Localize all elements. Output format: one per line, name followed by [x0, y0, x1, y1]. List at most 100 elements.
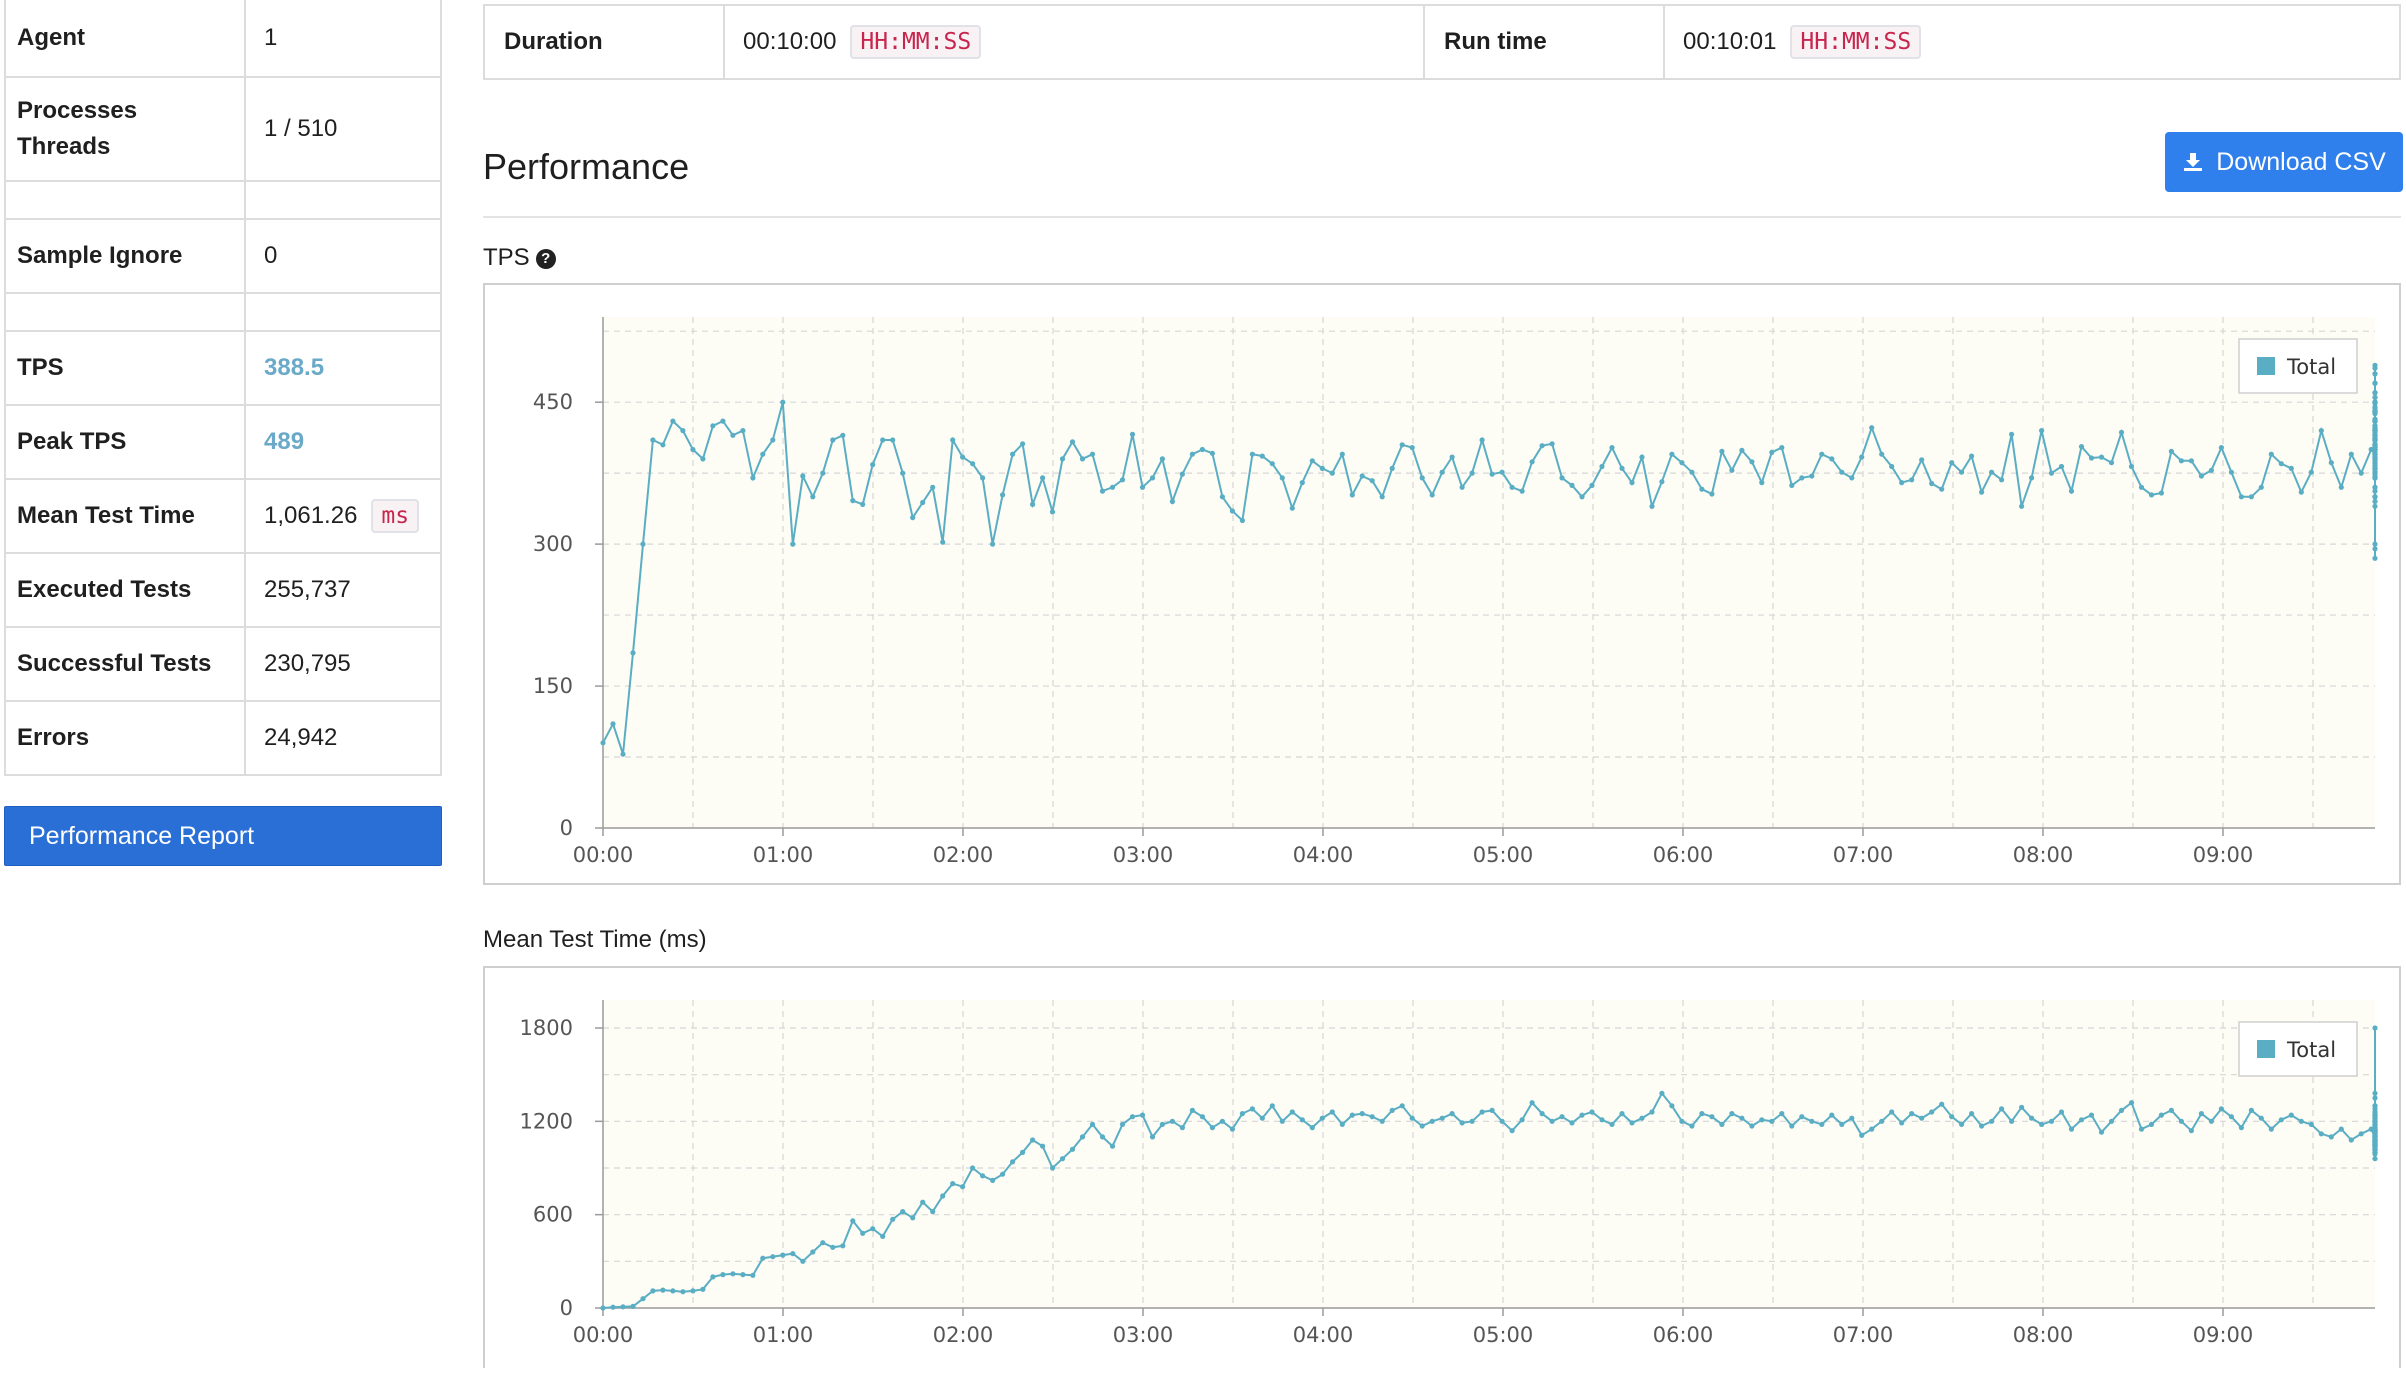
mtt-data-point — [890, 1216, 896, 1222]
tps-data-point — [2158, 490, 2164, 496]
tps-data-point — [880, 437, 886, 443]
tps-data-point — [1399, 442, 1405, 448]
mtt-data-point — [1929, 1109, 1935, 1115]
tps-data-point — [2372, 555, 2378, 561]
mtt-data-point — [1539, 1111, 1545, 1117]
duration-label: Duration — [485, 6, 725, 78]
tps-legend[interactable]: Total — [2238, 338, 2358, 394]
tps-data-point — [1269, 461, 1275, 467]
tps-data-point — [2078, 444, 2085, 450]
mtt-data-point — [1859, 1132, 1865, 1138]
mtt-data-point — [1579, 1112, 1585, 1118]
tps-data-point — [720, 418, 726, 424]
stats-row-mean-test-time: Mean Test Time 1,061.26 ms — [6, 480, 440, 554]
mtt-data-point — [1429, 1118, 1435, 1124]
mtt-data-point — [920, 1199, 926, 1205]
tps-data-point — [1879, 451, 1885, 457]
tps-chart: 0 150 300 450 00:00 01:00 02:00 03:00 04:00 05:00… — [483, 283, 2401, 885]
mtt-data-point — [1649, 1109, 1655, 1115]
tps-data-point — [1059, 456, 1066, 462]
tps-data-point — [1459, 484, 1465, 490]
mtt-data-point — [2338, 1126, 2344, 1132]
mtt-data-point — [1889, 1109, 1895, 1115]
mtt-data-point — [1559, 1114, 1565, 1120]
tps-data-point — [1279, 475, 1285, 481]
mtt-data-point — [1779, 1111, 1785, 1117]
tps-data-point — [1139, 484, 1146, 490]
mtt-data-point — [2198, 1111, 2204, 1117]
mtt-data-point — [1349, 1112, 1355, 1118]
tps-data-point — [2308, 469, 2314, 475]
tps-data-point — [2372, 394, 2378, 400]
mtt-data-point — [730, 1271, 736, 1277]
mtt-data-point — [960, 1184, 966, 1190]
tps-data-point — [760, 451, 766, 457]
tps-data-point — [790, 541, 796, 547]
stats-label: Processes Threads — [6, 78, 246, 180]
mtt-data-point — [2118, 1107, 2125, 1113]
stats-value-text: 230,795 — [264, 650, 351, 677]
stats-label: Peak TPS — [6, 406, 246, 478]
mtt-data-point — [2009, 1118, 2015, 1124]
stats-label — [6, 182, 246, 218]
tps-data-point — [670, 418, 676, 424]
mtt-legend-swatch — [2257, 1040, 2275, 1058]
mtt-data-point — [2318, 1131, 2324, 1137]
tps-x-tick-label: 06:00 — [1653, 843, 1714, 867]
tps-data-point — [2068, 488, 2075, 494]
mtt-y-tick-label: 600 — [533, 1203, 573, 1227]
tps-data-point — [1659, 479, 1665, 485]
tps-data-point — [1629, 480, 1635, 486]
mtt-data-point — [910, 1215, 916, 1221]
tps-data-point — [940, 539, 946, 545]
mtt-data-point — [1089, 1121, 1096, 1127]
tps-y-tick-label: 150 — [533, 674, 573, 698]
performance-report-button[interactable]: Performance Report — [4, 806, 442, 866]
mtt-data-point — [2048, 1118, 2055, 1124]
tps-data-point — [2029, 475, 2035, 481]
mtt-data-point — [1949, 1114, 1955, 1120]
mtt-data-point — [820, 1240, 826, 1246]
tps-data-point — [680, 428, 686, 434]
tps-y-tick-label: 450 — [533, 390, 573, 414]
tps-data-point — [910, 515, 916, 521]
tps-data-point — [1909, 477, 1915, 483]
tps-y-tick-label: 300 — [533, 532, 573, 556]
mtt-data-point — [2348, 1137, 2354, 1143]
tps-data-point — [1569, 482, 1575, 488]
tps-data-point — [1259, 453, 1265, 459]
stats-row-agent: Agent 1 — [6, 0, 440, 78]
mtt-data-point — [2268, 1126, 2274, 1132]
mtt-data-point — [2058, 1109, 2065, 1115]
tps-data-point — [1189, 451, 1195, 457]
tps-data-point — [2372, 446, 2378, 453]
tps-data-point — [2372, 541, 2378, 547]
tps-data-point — [2148, 492, 2155, 498]
mtt-data-point — [2188, 1128, 2194, 1134]
mtt-data-point — [1239, 1111, 1245, 1117]
tps-data-point — [2188, 458, 2194, 464]
tps-data-point — [2372, 432, 2378, 438]
tps-data-point — [1979, 489, 1985, 495]
stats-row-tps: TPS 388.5 — [6, 332, 440, 406]
tps-data-point — [2248, 494, 2254, 500]
stats-row-peak-tps: Peak TPS 489 — [6, 406, 440, 480]
tps-data-point — [1729, 467, 1735, 473]
mtt-legend[interactable]: Total — [2238, 1021, 2358, 1077]
mtt-data-point — [880, 1233, 886, 1239]
tps-data-point — [1489, 471, 1495, 477]
stats-value: 1 — [246, 0, 440, 76]
question-circle-icon[interactable]: ? — [535, 249, 556, 269]
mtt-data-point — [660, 1287, 666, 1293]
stats-value: 489 — [246, 406, 440, 478]
mtt-y-tick-label: 0 — [560, 1296, 573, 1320]
stats-value: 0 — [246, 220, 440, 292]
tps-data-point — [1559, 475, 1565, 481]
download-csv-button[interactable]: Download CSV — [2165, 132, 2403, 192]
mtt-data-point — [1459, 1120, 1465, 1126]
mtt-data-point — [850, 1218, 856, 1224]
stats-row-successful-tests: Successful Tests 230,795 — [6, 628, 440, 702]
tps-data-point — [2009, 431, 2015, 437]
runtime-text: 00:10:01 — [1683, 28, 1777, 55]
mtt-data-point — [2372, 1121, 2378, 1127]
